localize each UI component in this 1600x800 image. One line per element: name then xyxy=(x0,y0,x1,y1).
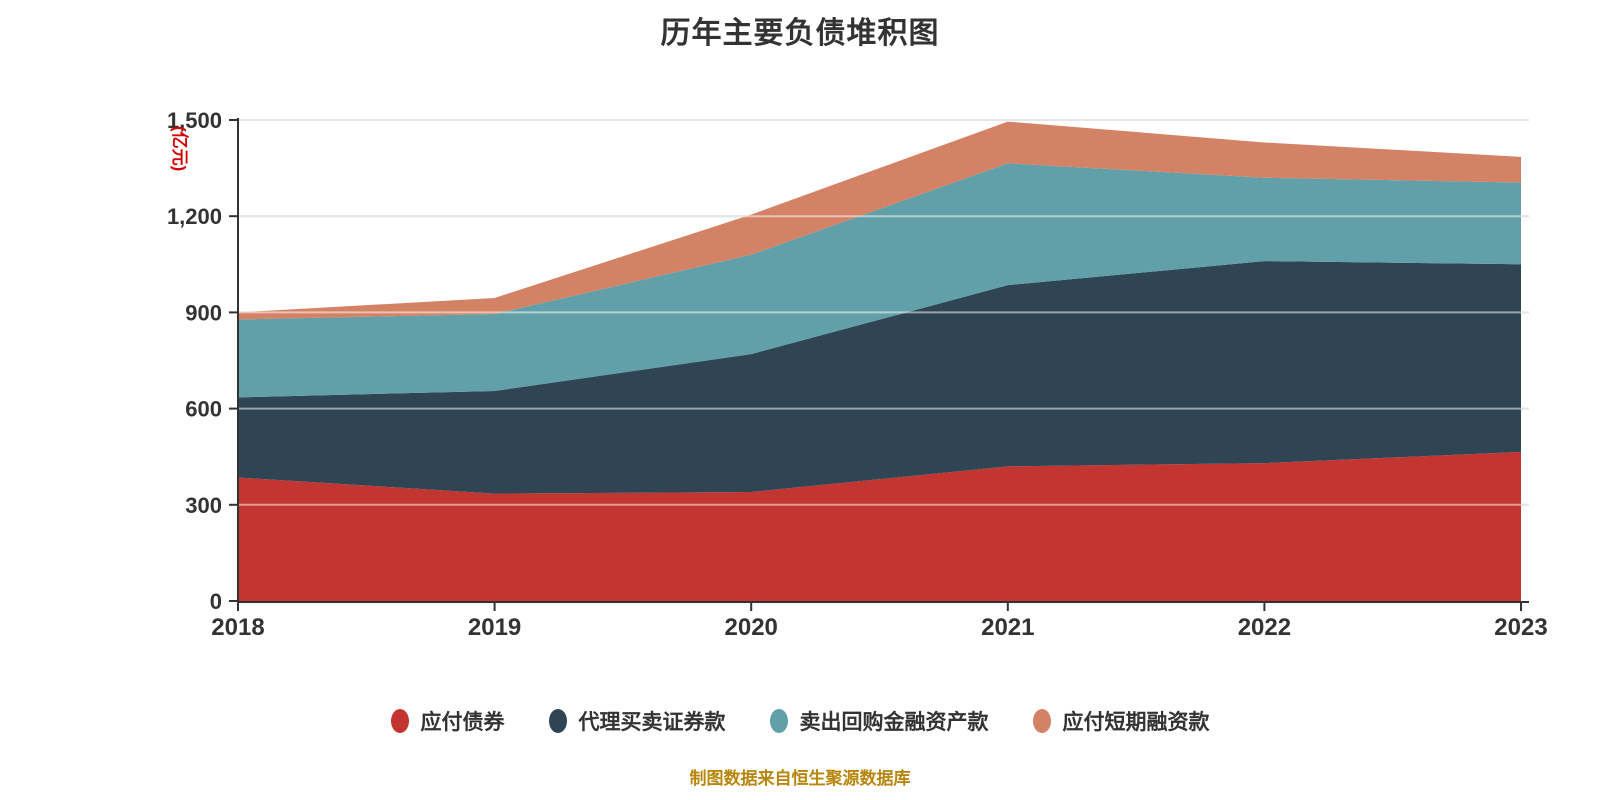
chart-title: 历年主要负债堆积图 xyxy=(660,17,940,50)
x-tick-label: 2023 xyxy=(1494,614,1547,641)
legend-item-label: 卖出回购金融资产款 xyxy=(799,711,989,734)
legend-item-卖出回购金融资产款[interactable]: 卖出回购金融资产款 xyxy=(769,706,989,736)
legend-marker-icon xyxy=(548,709,567,733)
y-axis-ticks-labels: 0 300 600 900 1,200 1,500 xyxy=(167,108,238,614)
area-应付债券 xyxy=(238,451,1521,601)
area-series-group xyxy=(238,121,1521,601)
chart-legend: 应付债券 代理买卖证券款 卖出回购金融资产款 应付短期融资款 xyxy=(0,706,1600,736)
legend-item-应付债券[interactable]: 应付债券 xyxy=(390,706,505,736)
data-source-note: 制图数据来自恒生聚源数据库 xyxy=(689,769,911,788)
x-tick-label: 2021 xyxy=(981,614,1034,641)
legend-marker-icon xyxy=(1032,709,1051,733)
x-tick-label: 2022 xyxy=(1238,614,1291,641)
y-tick-label: 1,500 xyxy=(167,108,222,133)
y-tick-label: 900 xyxy=(185,300,222,325)
legend-item-label: 应付短期融资款 xyxy=(1062,711,1210,734)
legend-item-label: 应付债券 xyxy=(420,711,505,734)
legend-item-label: 代理买卖证券款 xyxy=(578,711,726,734)
area-应付短期融资款 xyxy=(238,121,1521,320)
legend-item-应付短期融资款[interactable]: 应付短期融资款 xyxy=(1032,706,1210,736)
legend-item-代理买卖证券款[interactable]: 代理买卖证券款 xyxy=(548,706,726,736)
x-tick-label: 2019 xyxy=(468,614,521,641)
legend-marker-icon xyxy=(390,709,409,733)
y-tick-label: 1,200 xyxy=(167,204,222,229)
y-tick-label: 0 xyxy=(210,589,222,614)
y-tick-label: 600 xyxy=(185,397,222,422)
x-tick-label: 2018 xyxy=(211,614,264,641)
x-axis-ticks-labels: 2018 2019 2020 2021 2022 2023 xyxy=(211,602,1548,641)
gridlines-overlay xyxy=(237,119,1529,506)
x-tick-label: 2020 xyxy=(725,614,778,641)
area-卖出回购金融资产款 xyxy=(238,163,1521,398)
y-tick-label: 300 xyxy=(185,493,222,518)
legend-marker-icon xyxy=(769,709,788,733)
area-代理买卖证券款 xyxy=(238,261,1521,494)
y-axis-unit-label: (亿元) xyxy=(170,126,190,171)
stacked-area-plot: 0 300 600 900 1,200 1,500 2018 2019 2020 2021 2022… xyxy=(167,108,1548,641)
